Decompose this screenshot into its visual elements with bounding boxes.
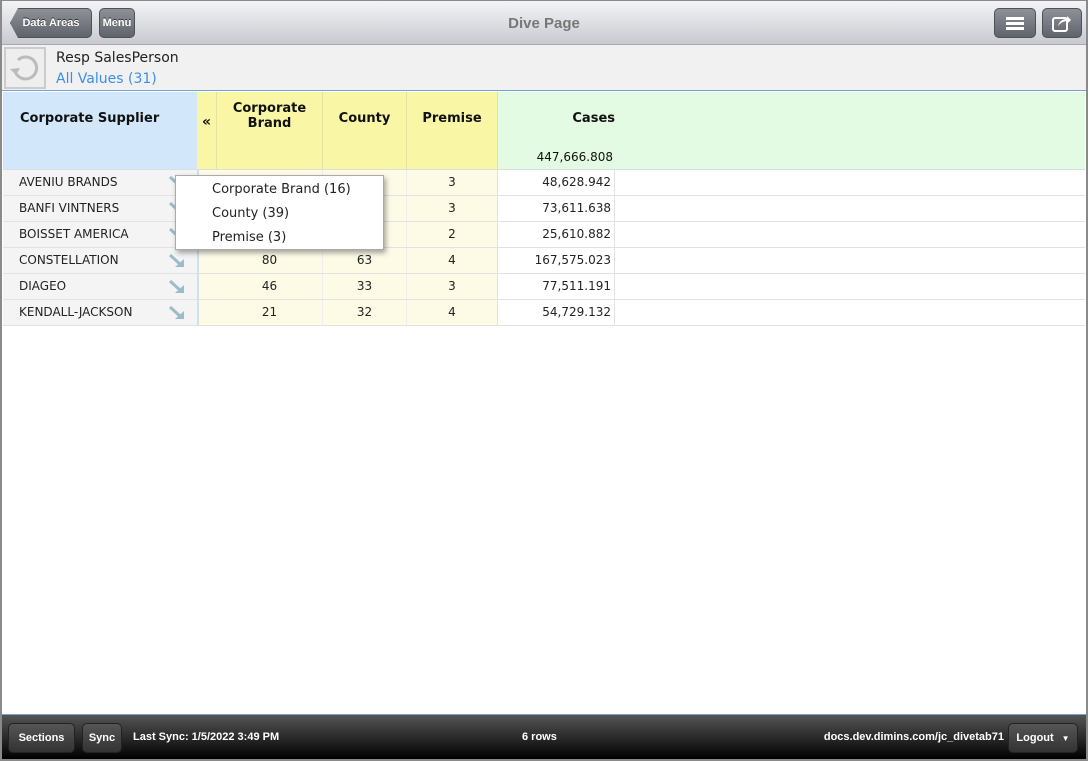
share-button[interactable] (1042, 8, 1082, 38)
back-label: Data Areas (22, 17, 80, 29)
county-cell: 32 (323, 300, 407, 325)
table-row[interactable]: CONSTELLATION 80 63 4 167,575.023 (3, 248, 1085, 274)
column-header-premise[interactable]: Premise (407, 92, 498, 169)
header-bar: Data Areas Menu Dive Page (2, 1, 1086, 45)
host-text: docs.dev.dimins.com/jc_divetab71 (823, 731, 1004, 743)
premise-header-label: Premise (422, 111, 482, 126)
supplier-header-label: Corporate Supplier (20, 111, 160, 126)
column-header-brand[interactable]: Corporate Brand (217, 92, 323, 169)
collapse-button[interactable]: « (197, 92, 217, 169)
premise-cell: 3 (407, 274, 498, 299)
table-row[interactable]: BANFI VINTNERS 3 73,611.638 (3, 196, 1085, 222)
data-areas-back-button[interactable]: Data Areas (10, 8, 92, 38)
reset-button[interactable] (4, 47, 46, 89)
cases-total: 447,666.808 (536, 150, 613, 164)
cases-cell: 48,628.942 (498, 170, 615, 195)
brand-header-line2: Brand (247, 116, 292, 131)
table-row[interactable]: BOISSET AMERICA 2 25,610.882 (3, 222, 1085, 248)
table-row[interactable]: AVENIU BRANDS 3 48,628.942 (3, 170, 1085, 196)
filter-bar: Resp SalesPerson All Values (31) (2, 45, 1086, 91)
column-header-county[interactable]: County (323, 92, 407, 169)
column-header-cases[interactable]: Cases 447,666.808 (498, 92, 1085, 169)
sync-label: Sync (88, 732, 116, 744)
brand-cell: 46 (217, 274, 323, 299)
supplier-cell: BOISSET AMERICA (3, 222, 197, 247)
premise-cell: 4 (407, 248, 498, 273)
menu-label: Menu (102, 17, 132, 29)
footer-bar: Sections Sync Last Sync: 1/5/2022 3:49 P… (2, 714, 1086, 759)
table-row[interactable]: DIAGEO 46 33 3 77,511.191 (3, 274, 1085, 300)
dive-menu-popup: Corporate Brand (16) County (39) Premise… (175, 175, 384, 250)
brand-cell: 21 (217, 300, 323, 325)
cases-cell: 54,729.132 (498, 300, 615, 325)
county-cell: 33 (323, 274, 407, 299)
collapse-icon: « (202, 114, 212, 130)
supplier-cell: DIAGEO (3, 274, 197, 299)
popup-item-county[interactable]: County (39) (212, 206, 290, 221)
drill-down-icon[interactable] (168, 253, 186, 269)
drill-down-icon[interactable] (168, 305, 186, 321)
dropdown-arrow-icon: ▼ (1061, 733, 1070, 743)
logout-label: Logout (1016, 732, 1054, 744)
cases-cell: 25,610.882 (498, 222, 615, 247)
supplier-cell: CONSTELLATION (3, 248, 197, 273)
table-row[interactable]: KENDALL-JACKSON 21 32 4 54,729.132 (3, 300, 1085, 326)
column-header-supplier[interactable]: Corporate Supplier (3, 92, 197, 169)
brand-cell: 80 (217, 248, 323, 273)
supplier-cell: AVENIU BRANDS (3, 170, 197, 195)
sections-button[interactable]: Sections (8, 723, 75, 753)
sync-button[interactable]: Sync (82, 723, 122, 753)
supplier-cell: KENDALL-JACKSON (3, 300, 197, 325)
page-title: Dive Page (508, 15, 580, 32)
brand-header-line1: Corporate (232, 101, 307, 116)
popup-item-premise[interactable]: Premise (3) (212, 230, 287, 245)
premise-cell: 4 (407, 300, 498, 325)
premise-cell: 2 (407, 222, 498, 247)
cases-cell: 73,611.638 (498, 196, 615, 221)
list-menu-button[interactable] (994, 8, 1036, 38)
county-header-label: County (338, 111, 391, 126)
reset-icon (10, 55, 39, 81)
logout-button[interactable]: Logout ▼ (1008, 723, 1078, 753)
popup-item-corporate-brand[interactable]: Corporate Brand (16) (212, 182, 351, 197)
hamburger-icon (1006, 17, 1024, 30)
cases-header-label: Cases (572, 111, 615, 126)
supplier-cell: BANFI VINTNERS (3, 196, 197, 221)
premise-cell: 3 (407, 170, 498, 195)
cases-cell: 167,575.023 (498, 248, 615, 273)
row-count: 6 rows (522, 731, 557, 743)
county-cell: 63 (323, 248, 407, 273)
filter-label: Resp SalesPerson (56, 50, 179, 66)
sections-label: Sections (18, 732, 65, 744)
last-sync-text: Last Sync: 1/5/2022 3:49 PM (133, 731, 280, 743)
cases-cell: 77,511.191 (498, 274, 615, 299)
menu-button[interactable]: Menu (99, 8, 135, 38)
filter-value-link[interactable]: All Values (31) (56, 71, 157, 87)
share-icon (1052, 16, 1071, 32)
drill-down-icon[interactable] (168, 279, 186, 295)
premise-cell: 3 (407, 196, 498, 221)
